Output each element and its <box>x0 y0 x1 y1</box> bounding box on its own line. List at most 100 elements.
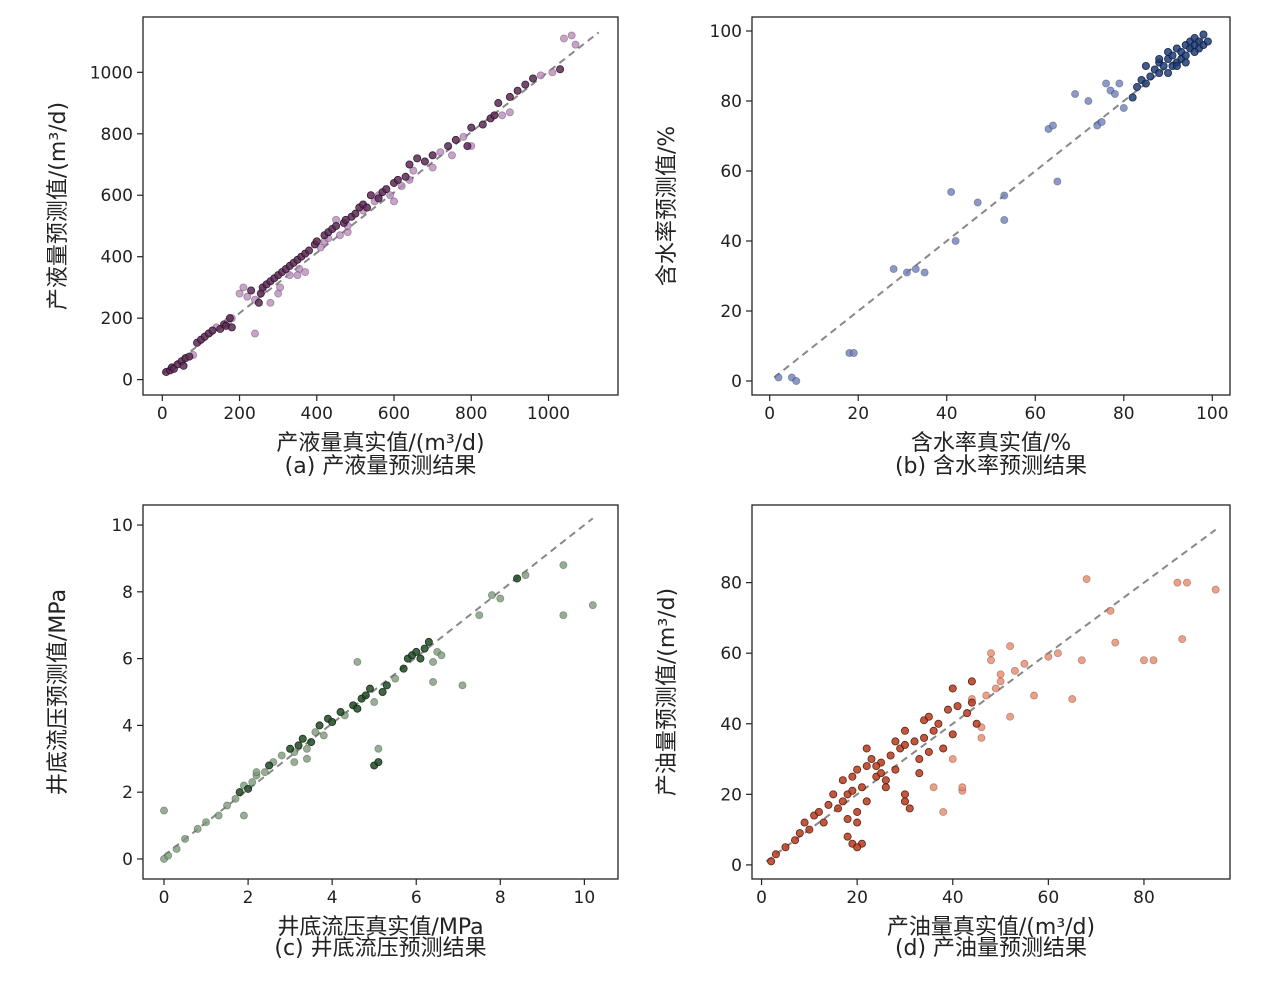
data-point <box>1082 575 1091 584</box>
data-point <box>948 755 957 764</box>
data-point <box>548 68 557 77</box>
data-point <box>193 824 202 833</box>
data-point <box>943 705 952 714</box>
data-point <box>939 744 948 753</box>
y-tick-label: 80 <box>720 574 742 594</box>
data-point <box>1115 79 1124 88</box>
data-point <box>877 769 886 778</box>
data-point <box>929 726 938 735</box>
data-point <box>800 818 809 827</box>
data-point <box>1010 666 1019 675</box>
data-point <box>1178 635 1187 644</box>
data-point <box>891 765 900 774</box>
data-point <box>1181 51 1190 60</box>
data-point <box>891 737 900 746</box>
data-point <box>987 656 996 665</box>
data-point <box>336 708 345 717</box>
data-point <box>301 268 310 277</box>
data-point <box>1139 656 1148 665</box>
x-tick-label: 100 <box>1196 404 1228 424</box>
reference-line <box>161 31 600 375</box>
x-tick-label: 8 <box>495 888 506 908</box>
data-point <box>1006 642 1015 651</box>
data-point <box>972 719 981 728</box>
data-point <box>335 231 344 240</box>
data-point <box>1048 121 1057 130</box>
data-point <box>351 209 360 218</box>
data-point <box>475 611 484 620</box>
data-point <box>366 191 375 200</box>
data-point <box>991 684 1000 693</box>
data-point <box>305 246 314 255</box>
data-point <box>872 762 881 771</box>
data-point <box>924 747 933 756</box>
data-point <box>353 657 362 666</box>
x-tick-label: 80 <box>1113 404 1135 424</box>
panel-caption: (d) 产油量预测结果 <box>895 936 1087 961</box>
data-point <box>405 160 414 169</box>
y-tick-label: 60 <box>720 644 742 664</box>
x-tick-label: 10 <box>574 888 596 908</box>
data-point <box>463 142 472 151</box>
x-tick-label: 200 <box>223 404 255 424</box>
data-point <box>496 594 505 603</box>
data-point <box>853 818 862 827</box>
x-tick-label: 600 <box>378 404 410 424</box>
x-tick-label: 800 <box>455 404 487 424</box>
data-point <box>819 818 828 827</box>
data-point <box>290 758 299 767</box>
data-point <box>393 175 402 184</box>
data-point <box>248 778 257 787</box>
y-axis-label: 井底流压预测值/MPa <box>46 589 71 795</box>
data-point <box>478 120 487 129</box>
data-point <box>428 151 437 160</box>
data-point <box>862 797 871 806</box>
data-point <box>567 31 576 40</box>
y-tick-label: 8 <box>122 583 133 603</box>
y-tick-label: 100 <box>710 22 742 42</box>
data-point <box>910 737 919 746</box>
data-point <box>834 804 843 813</box>
x-tick-label: 4 <box>327 888 338 908</box>
data-point <box>382 681 391 690</box>
data-point <box>1111 638 1120 647</box>
panel-a: 0 200 400 600 800 1000 0 200 400 600 800 1000 产液量真实值… <box>46 16 619 479</box>
data-point <box>900 797 909 806</box>
data-point <box>312 237 321 246</box>
data-point <box>1141 79 1150 88</box>
data-point <box>332 221 341 230</box>
data-point <box>274 289 283 298</box>
data-point <box>436 148 445 157</box>
data-point <box>467 123 476 132</box>
data-point <box>1155 69 1164 78</box>
data-point <box>247 286 256 295</box>
data-point <box>1044 652 1053 661</box>
data-point <box>293 271 302 280</box>
data-point <box>1141 62 1150 71</box>
data-point <box>1000 191 1009 200</box>
data-point <box>939 807 948 816</box>
data-point <box>1053 649 1062 658</box>
data-point <box>947 187 956 196</box>
panel-caption: (c) 井底流压预测结果 <box>274 936 486 961</box>
data-point <box>413 154 422 163</box>
x-tick-label: 40 <box>942 888 964 908</box>
data-point <box>973 198 982 207</box>
data-point <box>370 698 379 707</box>
y-tick-label: 600 <box>101 186 133 206</box>
data-point <box>202 818 211 827</box>
plot-frame <box>751 504 1231 880</box>
x-axis-label: 产液量真实值/(m³/d) <box>276 431 484 456</box>
data-point <box>771 850 780 859</box>
data-point <box>374 744 383 753</box>
data-point <box>266 298 275 307</box>
data-point <box>881 776 890 785</box>
data-point <box>889 264 898 273</box>
data-point <box>881 783 890 792</box>
data-point <box>824 800 833 809</box>
data-point <box>958 783 967 792</box>
data-point <box>862 744 871 753</box>
data-point <box>967 698 976 707</box>
data-point <box>225 314 234 323</box>
data-point <box>781 843 790 852</box>
